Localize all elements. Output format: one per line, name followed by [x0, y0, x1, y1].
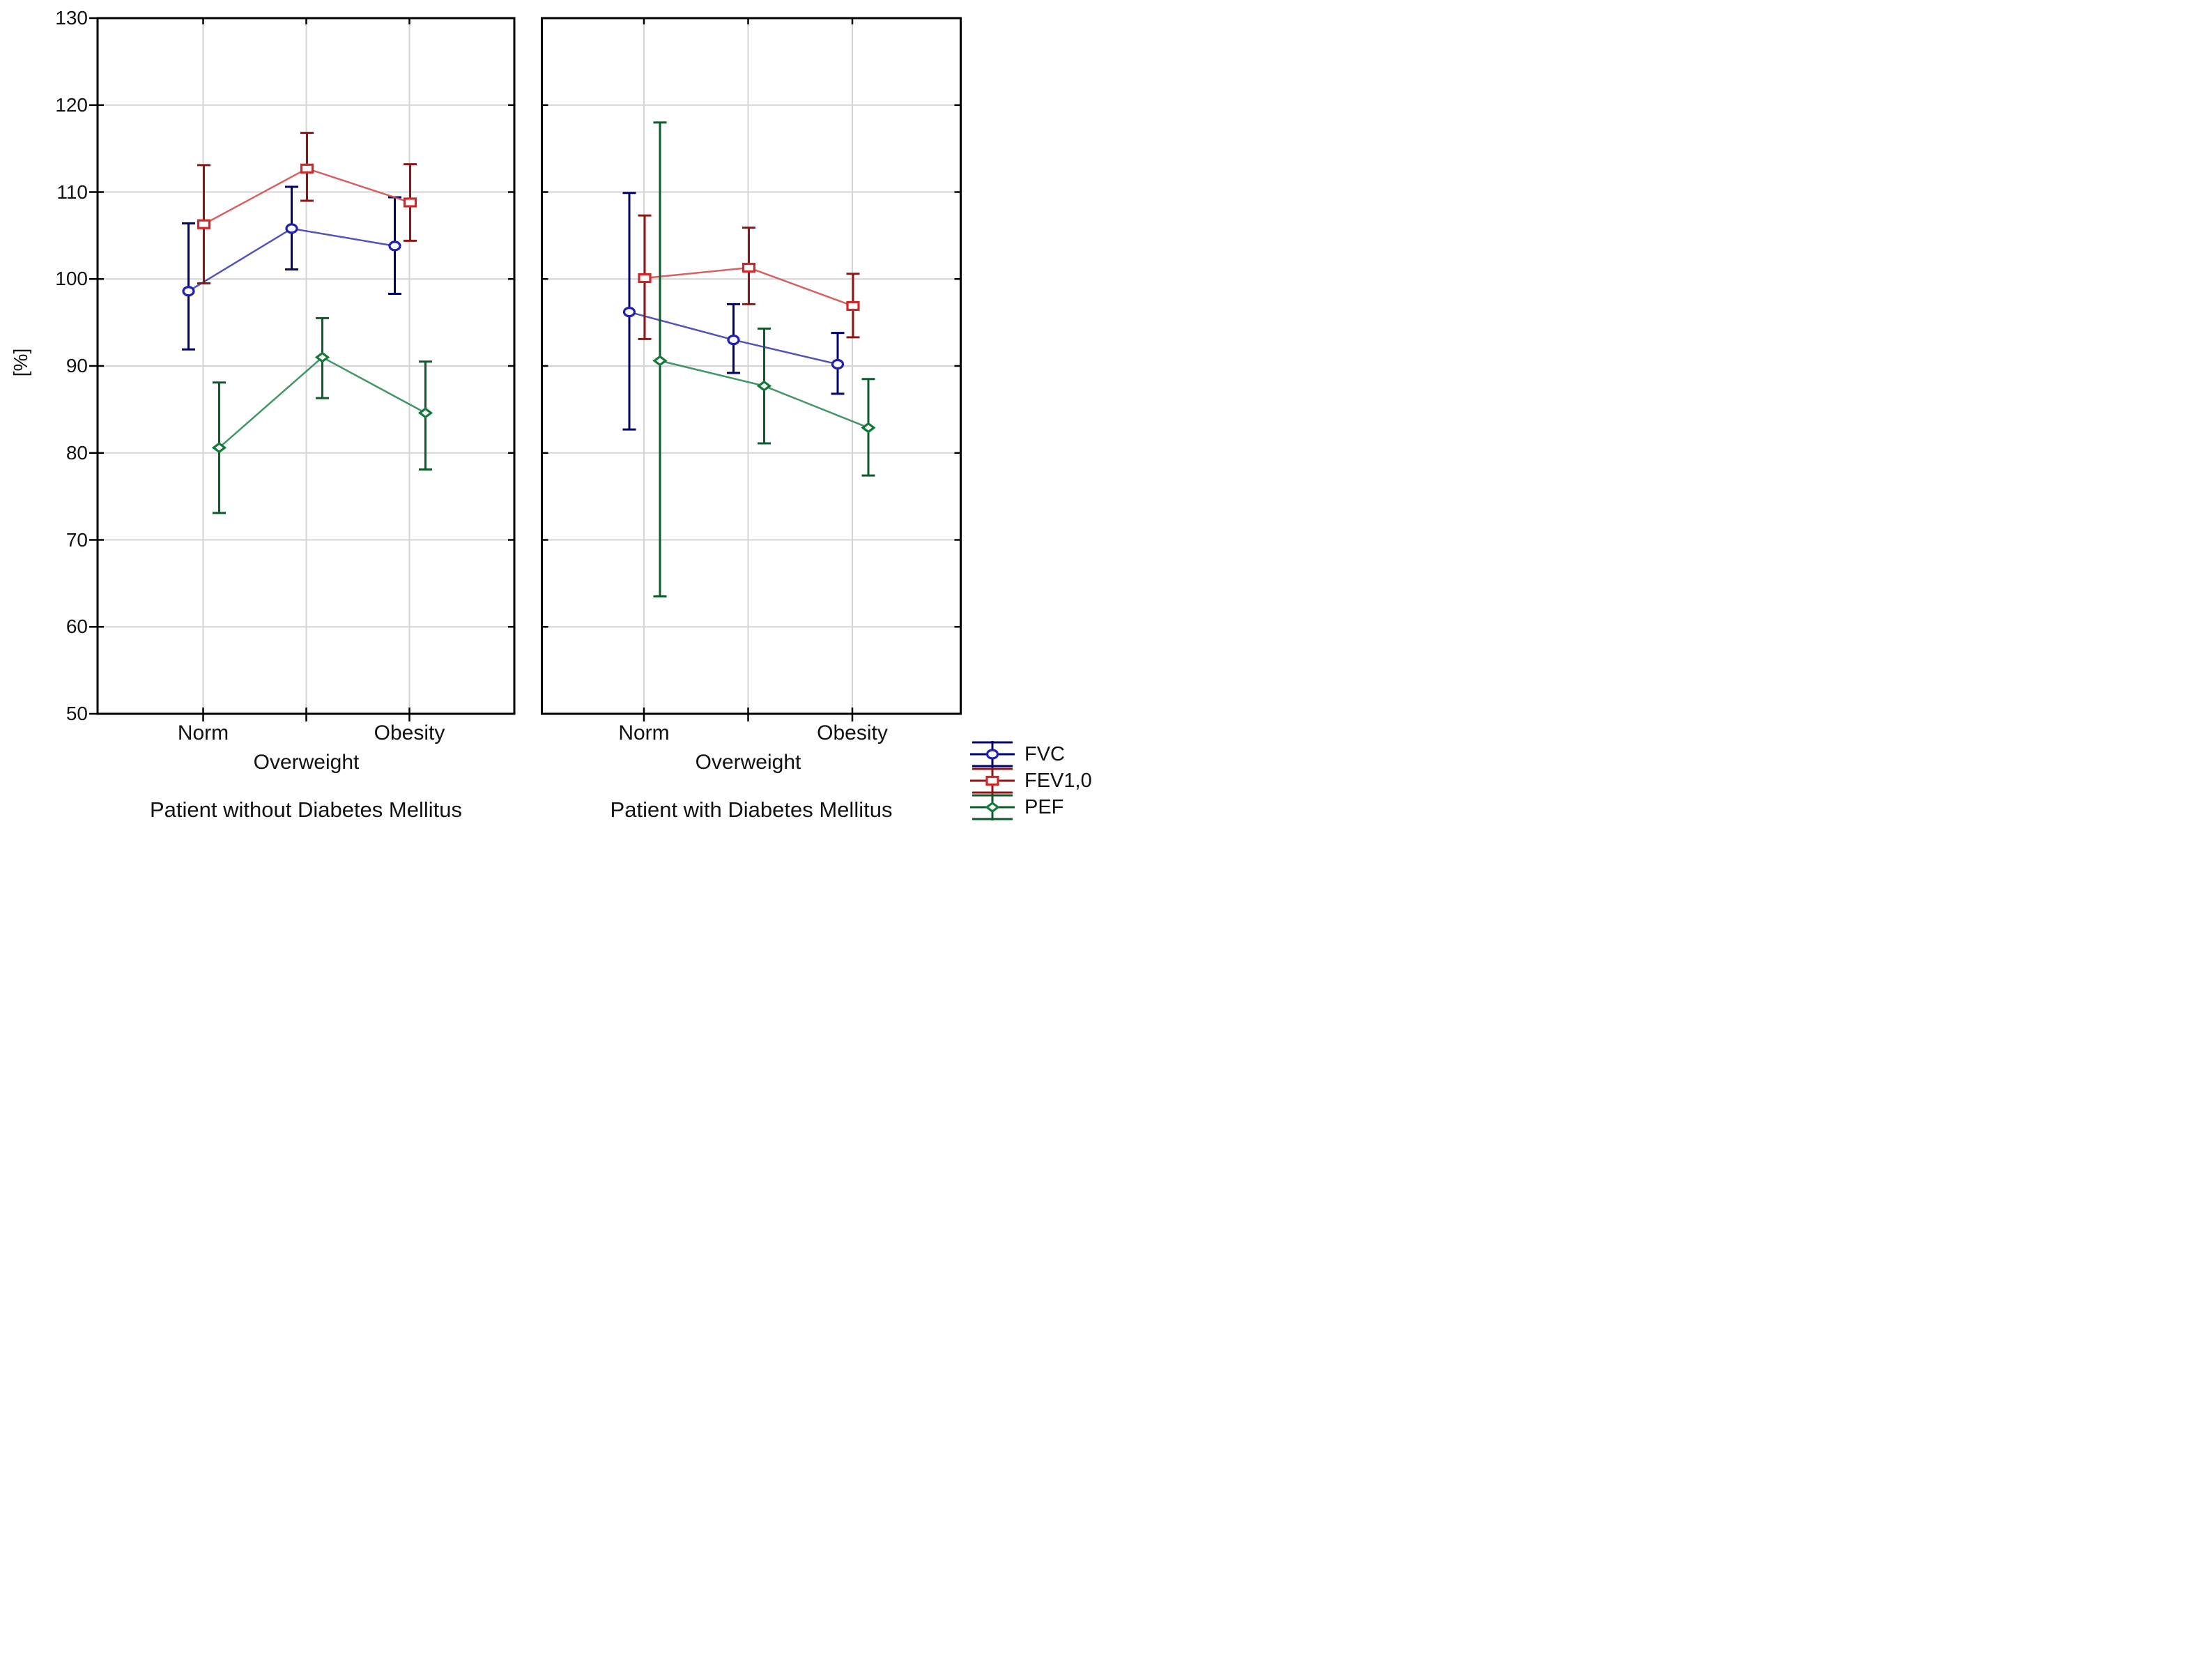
y-tick-label-100: 100: [55, 268, 88, 290]
errorbar-norm: [211, 381, 227, 514]
category-label-norm-right: Norm: [618, 721, 670, 744]
circle-marker-icon: [831, 358, 845, 370]
legend-label-fvc: FVC: [1024, 742, 1065, 765]
errorbar-obesity: [417, 360, 433, 471]
y-tick-label-80: 80: [66, 441, 88, 464]
errorbar-obesity: [846, 273, 860, 339]
series-fvc-with-dm: [622, 192, 845, 431]
errorbar-overweight: [314, 316, 330, 399]
diamond-marker-icon: [417, 407, 433, 419]
category-label-overweight-right: Overweight: [695, 751, 801, 774]
circle-marker-icon: [727, 334, 740, 346]
square-marker-icon: [638, 273, 652, 284]
circle-marker-icon: [388, 240, 401, 252]
fvc-errorbar-icon: [970, 741, 1015, 767]
fev-errorbar-icon: [970, 767, 1015, 794]
errorbar-norm: [652, 121, 668, 598]
legend-item-pef: PEF: [970, 791, 1063, 823]
legend-label-pef: PEF: [1024, 795, 1064, 818]
series-fvc-without-dm: [182, 185, 401, 351]
y-tick-label-90: 90: [66, 355, 88, 376]
legend-label-fev: FEV1,0: [1024, 769, 1092, 792]
square-marker-icon: [300, 163, 314, 174]
y-tick-label-50: 50: [66, 703, 88, 724]
circle-marker-icon: [622, 307, 636, 318]
chart-canvas: [89, 17, 962, 721]
errorbar-norm: [638, 214, 652, 340]
series-fev10-without-dm: [197, 132, 417, 284]
diamond-marker-icon: [985, 802, 1000, 813]
panel-left: [96, 17, 516, 721]
errorbar-overweight: [756, 327, 772, 445]
square-marker-icon: [742, 262, 756, 273]
category-label-obesity-right: Obesity: [817, 721, 888, 744]
errorbar-norm: [182, 222, 195, 351]
pef-errorbar-icon: [970, 794, 1015, 820]
diamond-marker-icon: [652, 355, 668, 367]
square-marker-icon: [197, 219, 211, 229]
series-pef-with-dm: [652, 121, 876, 598]
errorbar-norm: [197, 164, 211, 284]
diamond-marker-icon: [861, 422, 876, 434]
category-label-norm-left: Norm: [177, 721, 229, 744]
errorbar-overweight: [285, 185, 298, 271]
legend-item-fev: FEV1,0: [970, 765, 1092, 797]
y-tick-label-130: 130: [55, 7, 88, 29]
diamond-marker-icon: [314, 351, 330, 363]
square-marker-icon: [403, 197, 417, 208]
y-tick-label-60: 60: [66, 616, 88, 638]
errorbar-obesity: [861, 378, 876, 477]
errorbar-overweight: [727, 303, 740, 374]
panel-right: [541, 17, 962, 721]
circle-marker-icon: [182, 286, 195, 297]
errorbar-obesity: [831, 332, 845, 395]
square-marker-icon: [985, 775, 999, 786]
square-marker-icon: [846, 300, 860, 312]
y-tick-label-120: 120: [55, 93, 88, 116]
category-label-overweight-left: Overweight: [253, 751, 360, 774]
category-label-obesity-left: Obesity: [374, 721, 445, 744]
legend-item-fvc: FVC: [970, 738, 1065, 770]
circle-marker-icon: [985, 749, 999, 760]
circle-marker-icon: [285, 223, 298, 234]
y-tick-label-70: 70: [66, 528, 88, 551]
errorbar-overweight: [742, 227, 756, 305]
diamond-marker-icon: [211, 442, 227, 454]
errorbar-obesity: [403, 163, 417, 242]
y-tick-label-110: 110: [56, 181, 88, 203]
series-pef-without-dm: [211, 316, 433, 514]
diamond-marker-icon: [756, 380, 772, 392]
panel-caption-with-dm: Patient with Diabetes Mellitus: [610, 797, 893, 822]
series-fev10-with-dm: [638, 214, 860, 340]
panel-caption-without-dm: Patient without Diabetes Mellitus: [149, 797, 463, 822]
errorbar-norm: [622, 192, 636, 431]
errorbar-overweight: [300, 132, 314, 202]
errorbar-obesity: [388, 196, 401, 295]
figure-root: [%] 130 120 110 100 90 80 70 60 50 Norm Overweigh…: [0, 0, 1106, 833]
